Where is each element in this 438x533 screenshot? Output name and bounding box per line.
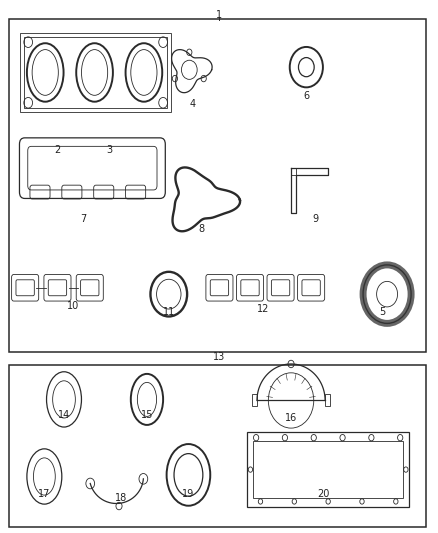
Text: 13: 13 bbox=[213, 352, 225, 362]
Text: 8: 8 bbox=[198, 224, 205, 235]
Text: 20: 20 bbox=[318, 489, 330, 499]
Bar bbox=[247, 432, 409, 507]
Text: 2: 2 bbox=[54, 144, 60, 155]
Text: 1: 1 bbox=[216, 10, 222, 20]
Text: 17: 17 bbox=[38, 489, 50, 499]
Bar bbox=[254, 441, 403, 498]
Bar bbox=[20, 33, 171, 112]
Text: 14: 14 bbox=[58, 410, 70, 421]
Text: 9: 9 bbox=[312, 214, 318, 224]
Text: 7: 7 bbox=[81, 214, 87, 224]
Bar bbox=[291, 168, 328, 174]
Text: 4: 4 bbox=[190, 99, 196, 109]
Bar bbox=[252, 394, 257, 406]
Bar bbox=[10, 365, 426, 527]
Bar bbox=[325, 394, 330, 406]
Text: 3: 3 bbox=[107, 144, 113, 155]
Text: 15: 15 bbox=[141, 410, 153, 421]
Text: 19: 19 bbox=[182, 489, 194, 499]
Bar bbox=[24, 37, 167, 108]
Text: 11: 11 bbox=[162, 306, 175, 317]
Text: 5: 5 bbox=[380, 306, 386, 317]
Bar bbox=[291, 168, 296, 213]
Text: 18: 18 bbox=[115, 492, 127, 503]
Text: 6: 6 bbox=[303, 91, 309, 101]
Text: 12: 12 bbox=[257, 304, 269, 314]
Text: 10: 10 bbox=[67, 301, 79, 311]
Bar bbox=[10, 19, 426, 352]
Text: 16: 16 bbox=[285, 413, 297, 423]
